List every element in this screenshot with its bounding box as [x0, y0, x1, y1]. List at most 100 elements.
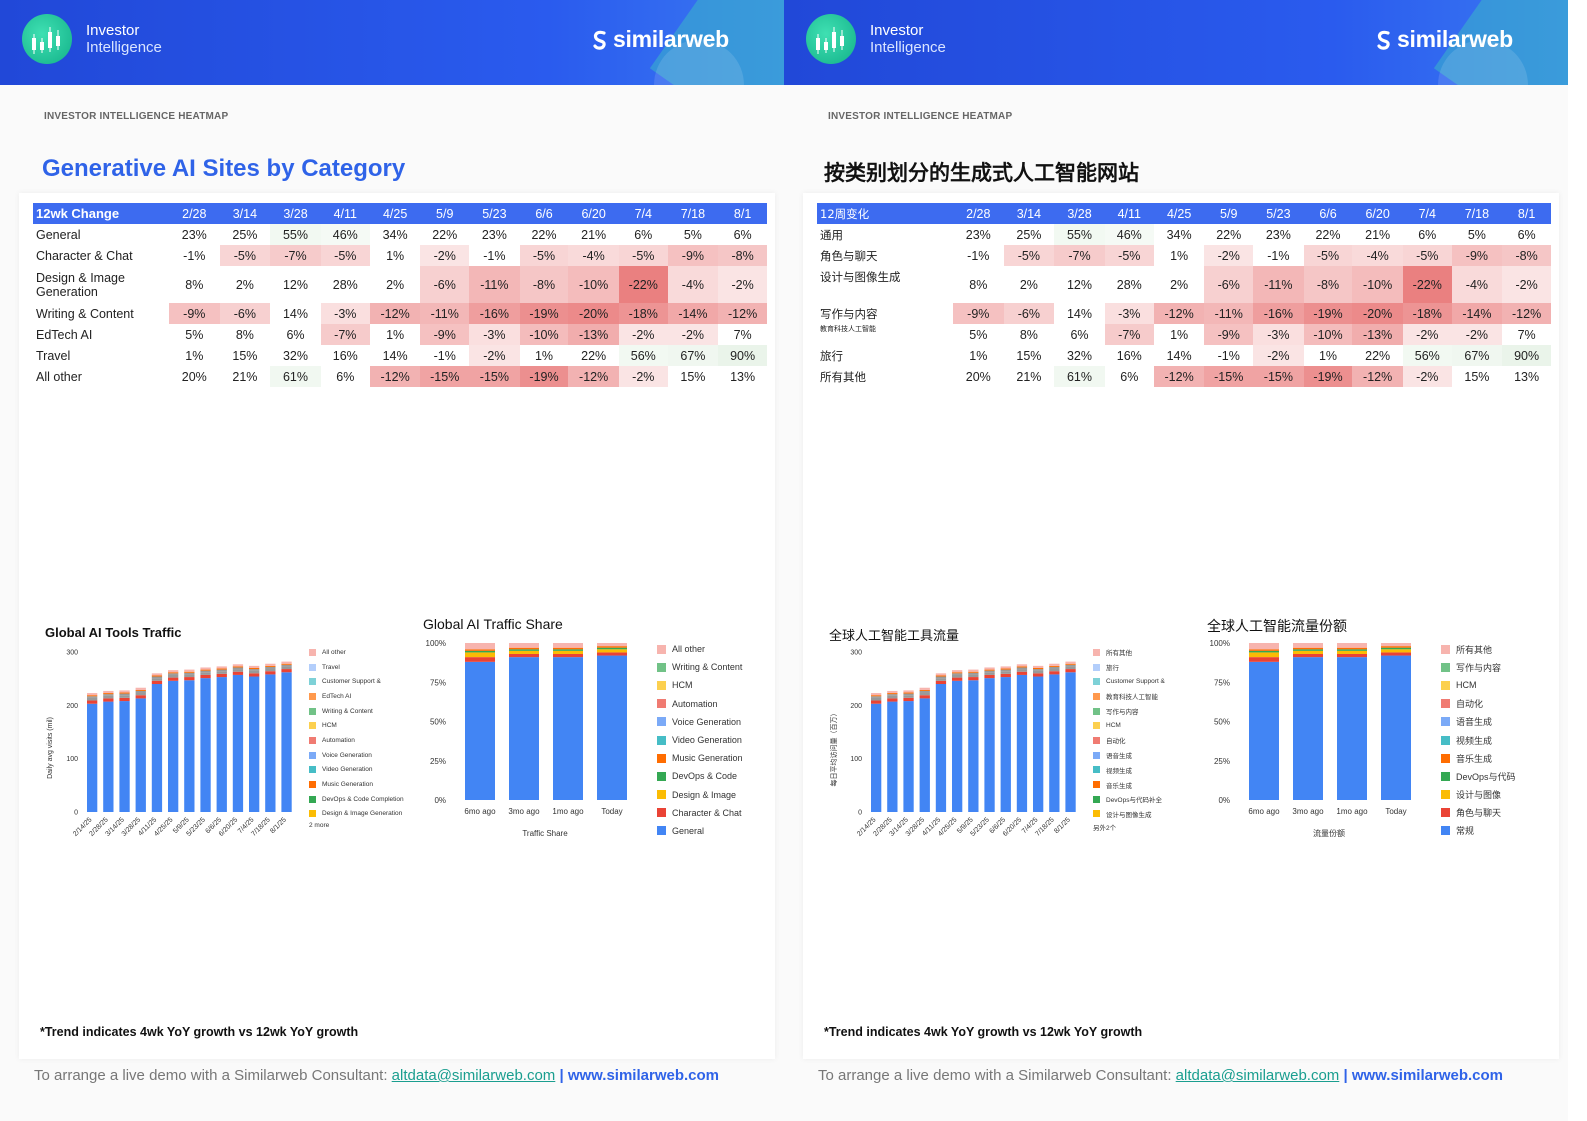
bar-segment	[919, 687, 930, 690]
legend-label: Customer Support &	[322, 678, 381, 686]
table-cell: -22%	[1402, 266, 1452, 303]
legend-more-link[interactable]: 2 more	[309, 822, 330, 829]
table-cell: -5%	[320, 245, 370, 266]
bar-segment	[119, 697, 130, 702]
y-tick-label: 50%	[1214, 718, 1230, 727]
table-cell: 16%	[1104, 345, 1154, 366]
row-label: 教育科技人工智能	[820, 325, 876, 333]
y-tick-label: 25%	[430, 757, 446, 766]
contact-line: To arrange a live demo with a Similarweb…	[34, 1067, 719, 1084]
legend-swatch	[657, 644, 666, 654]
legend-swatch	[309, 751, 316, 759]
bar-segment	[103, 690, 114, 694]
bar-segment	[1337, 650, 1367, 654]
bar-segment	[919, 695, 930, 699]
table-row: Writing & Content -9% -6% 14% -3% -12% -11% -16…	[33, 303, 767, 324]
website-link[interactable]: www.similarweb.com	[567, 1067, 720, 1084]
table-cell: 22%	[1303, 224, 1353, 245]
table-cell: -13%	[568, 324, 619, 345]
table-cell: -3%	[320, 303, 370, 324]
table-row: 通用 23% 25% 55% 46% 34% 22% 23% 22% 21% 6% 5% 6%	[817, 224, 1551, 245]
bar-segment	[935, 675, 947, 677]
table-cell: -1%	[469, 245, 520, 266]
email-link[interactable]: altdata@similarweb.com	[391, 1067, 556, 1084]
header-label: 12周变化	[817, 203, 953, 224]
bar-segment	[968, 680, 979, 812]
bar-segment	[887, 698, 898, 702]
table-cell: 6%	[1502, 224, 1551, 245]
row-label: Writing & Content	[36, 306, 134, 321]
bar-segment	[952, 673, 963, 675]
bar-segment	[903, 693, 914, 696]
bar-segment	[1000, 669, 1011, 672]
legend-swatch	[657, 680, 666, 690]
traffic-chart-legend: All other Travel Customer Support & EdTech …	[309, 645, 404, 821]
legend-item: Design & Image Generation	[309, 807, 404, 822]
bar-segment	[135, 692, 146, 696]
email-link[interactable]: altdata@similarweb.com	[1175, 1067, 1340, 1084]
table-cell: -6%	[219, 303, 271, 324]
legend-swatch	[1441, 771, 1450, 781]
legend-more-link[interactable]: 另外2个	[1093, 825, 1117, 832]
table-cell: 22%	[1204, 224, 1254, 245]
table-cell: 90%	[718, 345, 767, 366]
table-cell: -2%	[667, 324, 719, 345]
bar-segment	[265, 674, 276, 812]
bar-segment	[935, 678, 947, 681]
header-date: 5/9	[420, 203, 470, 224]
bar-segment	[265, 671, 276, 675]
table-cell: 21%	[568, 224, 619, 245]
table-cell: -1%	[169, 245, 220, 266]
bar-segment	[168, 673, 179, 675]
legend-swatch	[309, 795, 316, 803]
table-cell: 67%	[667, 345, 719, 366]
header-banner: Investor Intelligence similarweb	[784, 0, 1568, 85]
legend-label: Voice Generation	[672, 716, 742, 727]
y-tick-label: 0%	[434, 796, 446, 805]
table-cell: 21%	[1352, 224, 1403, 245]
x-axis-label: 流量份额	[1313, 828, 1345, 838]
table-cell: 14%	[369, 345, 421, 366]
table-cell: -13%	[1352, 324, 1403, 345]
table-cell: 6%	[1054, 324, 1105, 345]
legend-item: 视频生成	[1441, 731, 1516, 749]
table-cell: 25%	[1003, 224, 1055, 245]
legend-label: 视频生成	[1456, 735, 1493, 746]
legend-item: 角色与聊天	[1441, 804, 1516, 822]
legend-item: Customer Support &	[309, 674, 404, 689]
table-cell: -10%	[568, 266, 619, 303]
row-label: Travel	[36, 348, 71, 363]
legend-label: EdTech AI	[322, 692, 352, 700]
bar-segment	[1381, 646, 1411, 648]
legend-label: All other	[322, 648, 346, 656]
bar-segment	[265, 665, 276, 667]
bar-segment	[1033, 669, 1044, 671]
table-cell: -14%	[667, 303, 719, 324]
legend-swatch	[309, 707, 316, 715]
header-date: 7/4	[618, 203, 668, 224]
bar-segment	[200, 674, 211, 679]
legend-swatch	[309, 810, 316, 818]
y-axis-label: 每日平均访问量（百万）	[829, 710, 838, 787]
bar-segment	[1293, 649, 1323, 651]
bar-segment	[1337, 653, 1367, 658]
website-link[interactable]: www.similarweb.com	[1351, 1067, 1504, 1084]
y-tick-label: 50%	[430, 718, 446, 727]
bar-segment	[465, 650, 495, 653]
bar-segment	[871, 695, 882, 697]
bar-segment	[87, 693, 98, 696]
table-cell: -2%	[469, 345, 520, 366]
x-tick-label: 6mo ago	[1248, 807, 1280, 816]
heatmap-table: 12周变化 2/28 3/14 3/28 4/11 4/25 5/9 5/23 6/6 6/20 7…	[817, 203, 1551, 387]
y-tick-label: 200	[66, 703, 78, 710]
legend-swatch	[1441, 790, 1450, 800]
legend-label: HCM	[1106, 722, 1121, 730]
y-tick-label: 100%	[426, 639, 446, 648]
table-row: Design & Image Generation 8% 2% 12% 28% 2% -6%…	[33, 266, 767, 303]
bar-segment	[935, 680, 947, 684]
x-tick-label: Today	[601, 807, 622, 816]
bar-segment	[465, 652, 495, 658]
bar-segment	[1293, 657, 1323, 800]
table-cell: -10%	[1303, 324, 1353, 345]
bar-segment	[903, 695, 914, 698]
